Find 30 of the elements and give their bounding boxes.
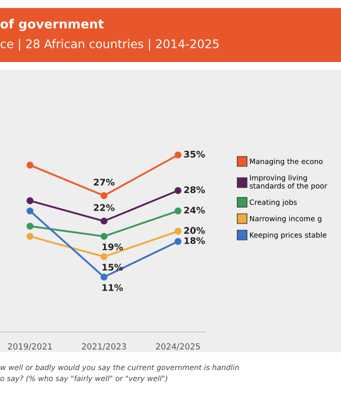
point [26,162,34,169]
point [26,197,34,204]
point [100,232,108,240]
data-label: 27% [94,178,115,186]
point [100,218,108,225]
point [100,192,108,200]
data-label: 28% [184,186,205,194]
point [100,253,108,260]
data-label: 11% [102,284,123,291]
data-label: 20% [184,227,205,234]
point [174,207,182,214]
chart-subtitle: ce | 28 African countries | 2014-2025 [0,39,219,51]
point [26,232,34,240]
point [26,222,34,230]
data-label: 15% [102,264,123,271]
point [174,228,182,235]
x-tick-label: 2019/2021 [8,343,52,350]
data-label: 22% [94,204,115,212]
chart-title: of government [0,18,104,32]
point [26,207,34,214]
point [100,274,108,281]
data-label: 24% [184,206,205,214]
point [174,151,182,158]
data-label: 35% [184,150,205,158]
x-tick-label: 2021/2023 [82,343,126,350]
data-label: 19% [102,243,123,250]
point [174,187,182,194]
x-tick-label: 2024/2025 [156,343,200,350]
point [174,238,182,245]
data-label: 18% [184,237,205,244]
